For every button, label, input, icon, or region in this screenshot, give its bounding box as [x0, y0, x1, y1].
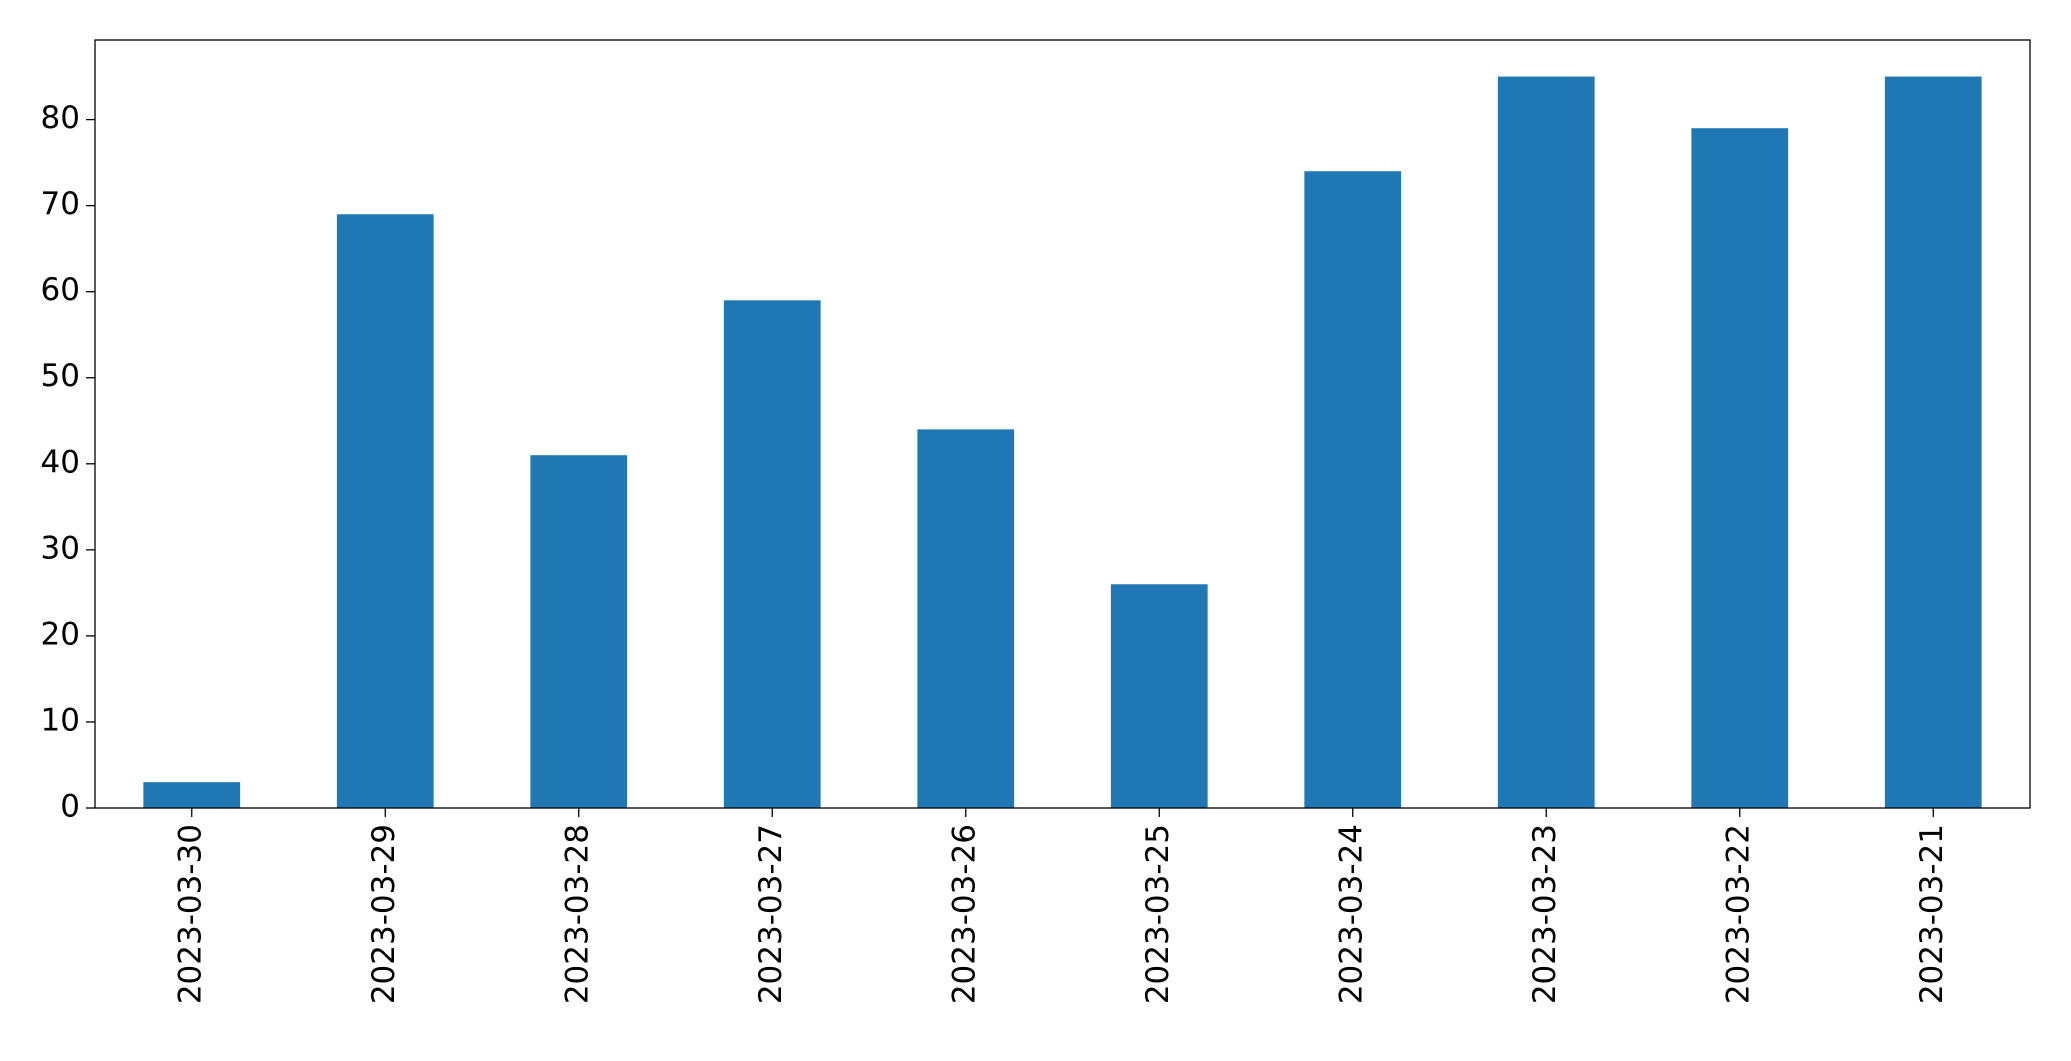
- x-tick-label: 2023-03-24: [1333, 824, 1369, 1004]
- bar: [143, 782, 241, 808]
- y-tick-label: 30: [41, 530, 80, 566]
- x-tick-label: 2023-03-27: [753, 824, 789, 1004]
- bar: [1110, 584, 1208, 808]
- x-tick-label: 2023-03-25: [1140, 824, 1176, 1004]
- bar: [530, 455, 628, 808]
- x-tick-label: 2023-03-26: [946, 824, 982, 1004]
- bar: [1691, 128, 1789, 809]
- x-tick-label: 2023-03-22: [1720, 824, 1756, 1004]
- y-tick-label: 80: [41, 100, 80, 136]
- x-tick-label: 2023-03-23: [1527, 824, 1563, 1004]
- bar: [917, 429, 1015, 808]
- y-tick-label: 20: [41, 616, 80, 652]
- x-tick-label: 2023-03-29: [366, 824, 402, 1004]
- y-tick-label: 40: [41, 444, 80, 480]
- x-tick-label: 2023-03-30: [172, 824, 208, 1004]
- bar: [723, 300, 821, 808]
- bar: [1497, 76, 1595, 809]
- bar: [1304, 171, 1402, 808]
- y-tick-label: 50: [41, 358, 80, 394]
- y-tick-label: 60: [41, 272, 80, 308]
- y-tick-label: 0: [60, 789, 80, 825]
- bar: [1884, 76, 1982, 809]
- bar: [336, 214, 434, 809]
- y-tick-label: 70: [41, 186, 80, 222]
- x-tick-label: 2023-03-28: [559, 824, 595, 1004]
- plot-frame: [94, 39, 2031, 809]
- y-tick-label: 10: [41, 702, 80, 738]
- x-tick-label: 2023-03-21: [1914, 824, 1950, 1004]
